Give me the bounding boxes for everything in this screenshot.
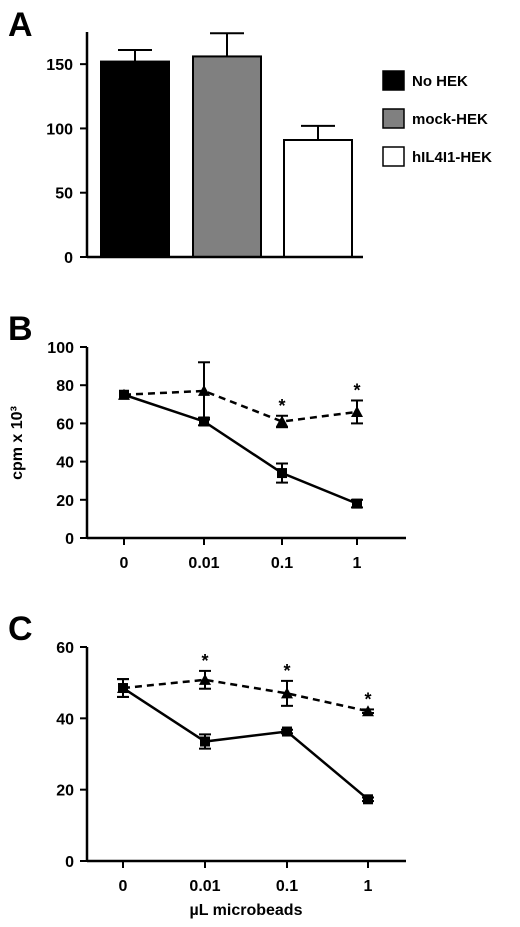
legend-swatch [382,146,405,167]
triangle-marker [351,405,363,417]
y-tick-label: 40 [56,455,74,472]
panel-a-y-ticks: 0 50 100 150 [46,57,87,267]
x-tick-label: 1 [353,555,362,572]
y-tick-label: 100 [46,121,73,138]
x-tick-label: 0.1 [276,878,298,895]
panel-b-x-ticks: 0 0.01 0.1 1 [120,538,362,572]
solid-series-line [122,686,369,801]
legend-swatch [382,70,405,91]
y-tick-label: 0 [65,854,74,871]
panel-a-bars [100,32,353,259]
y-tick-label: 40 [56,711,74,728]
triangle-marker [199,673,211,685]
square-marker [277,468,287,479]
panel-b-y-axis-title: cpm x 10³ [9,406,26,480]
significance-star: * [353,380,360,400]
significance-star: * [283,661,290,681]
panel-b-y-ticks: 0 20 40 60 80 100 [47,340,87,548]
y-tick-label: 20 [56,783,74,800]
y-tick-label: 80 [56,378,74,395]
y-tick-label: 100 [47,340,74,357]
legend-label: mock-HEK [412,111,488,128]
x-tick-label: 0.1 [271,555,293,572]
triangle-marker [198,384,210,396]
x-tick-label: 0 [120,555,129,572]
y-tick-label: 0 [64,250,73,267]
panel-b-plot-area: ** [118,361,363,509]
panel-c-plot-area: * * * [117,651,374,805]
x-tick-label: 1 [364,878,373,895]
square-marker [118,683,128,694]
legend-swatch [382,108,405,129]
significance-star: * [201,651,208,671]
significance-star: * [364,689,371,709]
triangle-marker [362,705,374,717]
triangle-marker [276,415,288,427]
y-tick-label: 150 [46,57,73,74]
panel-c-y-ticks: 0 20 40 60 [56,640,87,871]
square-marker [352,498,362,509]
square-marker [119,389,129,400]
bar [100,60,170,259]
square-marker [282,726,292,737]
x-tick-label: 0.01 [188,555,219,572]
significance-star: * [278,396,285,416]
legend-label: No HEK [412,73,468,90]
panel-c-x-axis-title: µL microbeads [190,902,303,919]
dashed-series-line [123,389,358,423]
y-tick-label: 60 [56,416,74,433]
panel-c-x-ticks: 0 0.01 0.1 1 [119,861,373,895]
panel-b-label: B [8,310,33,348]
y-tick-label: 20 [56,493,74,510]
bar [192,55,262,258]
legend-label: hIL4I1-HEK [412,149,492,166]
y-tick-label: 50 [55,186,73,203]
square-marker [199,416,209,427]
square-marker [200,736,210,747]
panel-c-label: C [8,610,33,648]
dashed-series-line [122,678,369,713]
solid-series-line [123,393,358,505]
panel-a: A 0 50 100 150 No HEK mock-HEK hIL4I1-HEK [8,6,492,267]
y-tick-label: 0 [65,531,74,548]
x-tick-label: 0 [119,878,128,895]
y-tick-label: 60 [56,640,74,657]
bar [283,139,353,258]
panel-a-legend: No HEK mock-HEK hIL4I1-HEK [382,70,492,167]
x-tick-label: 0.01 [189,878,220,895]
panel-a-label: A [8,6,33,44]
panel-c: C 0 20 40 60 0 0.01 0.1 1 * * * µL microbeads [8,610,406,919]
triangle-marker [281,687,293,699]
square-marker [363,794,373,805]
